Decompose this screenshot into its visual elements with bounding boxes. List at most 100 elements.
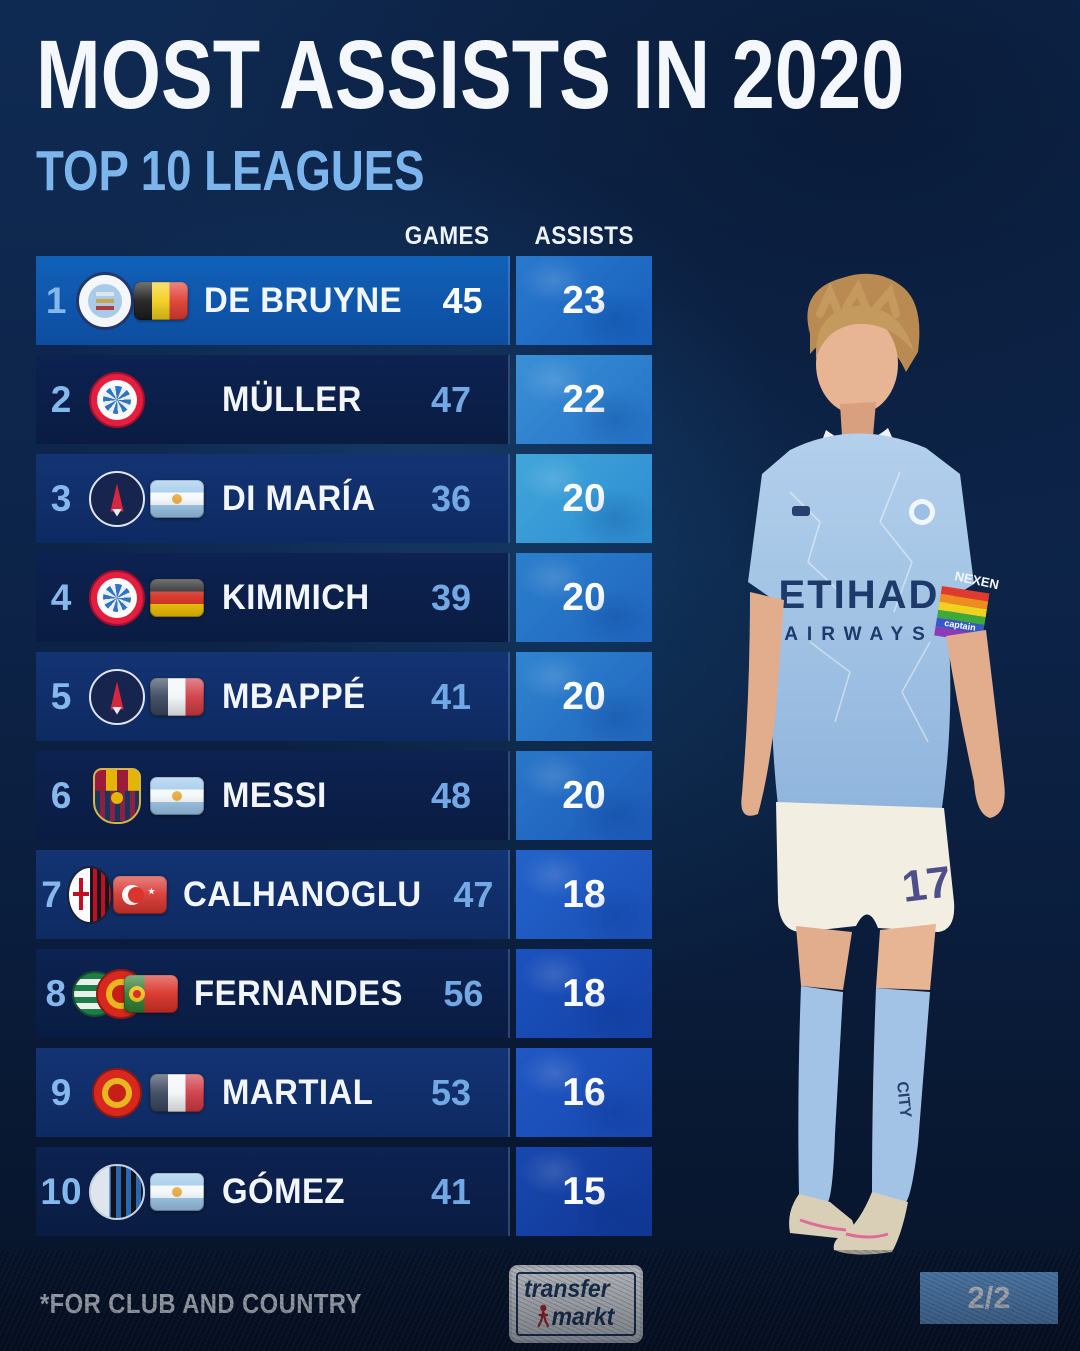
club-crest-bayern-munich-icon [86,569,148,626]
assists-value: 20 [562,476,606,520]
assists-cell: 23 [516,256,652,345]
club-crest-manchester-city-icon [76,271,135,330]
club-crest-atalanta-icon [86,1163,148,1220]
player-name: MBAPPÉ [206,677,392,717]
flag-turkey-icon [112,875,167,914]
row-main: 8 FERNANDES 56 [36,949,510,1038]
rank: 1 [45,279,67,321]
games-value: 41 [430,1170,472,1212]
transfermarkt-logo-inner: transfer markt [516,1272,636,1336]
brand-word-markt-label: markt [551,1303,615,1331]
column-header-games: GAMES [384,222,510,251]
assists-value: 18 [562,872,606,916]
assists-cell: 20 [516,652,652,741]
assists-cell: 18 [516,949,652,1038]
row-main: 6 MESSI 48 [36,751,510,840]
games-value: 45 [442,279,483,321]
club-crest-psg-icon [86,470,148,527]
brand-word-transfer: transfer [524,1274,610,1303]
assists-value: 18 [562,971,606,1015]
games-value: 41 [430,675,472,717]
assists-value: 15 [562,1169,606,1213]
table-row: 1 DE BRUYNE 45 23 [36,256,652,345]
table-row: 7 CALHANOGLU 47 18 [36,850,652,939]
club-crest-bayern-munich-icon [86,371,148,428]
player-photo-de-bruyne: ETIHAD AIRWAYS NEXEN captain 17 CITY [741,273,1005,1255]
column-header-games-label: GAMES [404,222,490,250]
jersey-sponsor-line1: ETIHAD [779,573,940,617]
shorts-number: 17 [899,857,954,912]
assists-cell: 16 [516,1048,652,1137]
club-crest-ac-milan-icon [66,865,113,924]
games-value: 39 [430,576,472,618]
player-name-label: MESSI [222,775,327,815]
row-main: 2 MÜLLER 47 [36,355,510,444]
assists-value: 20 [562,674,606,718]
player-name-label: DI MARÍA [222,478,376,518]
player-name: DE BRUYNE [188,281,415,321]
club-crest-psg-icon [86,668,148,725]
player-name-label: DE BRUYNE [204,280,403,320]
rank: 6 [50,774,72,816]
games-value: 36 [430,477,472,519]
club-crest-manchester-united-icon [86,1067,148,1118]
flag-belgium-icon [134,281,189,320]
assists-value: 20 [562,773,606,817]
rank: 10 [40,1170,82,1212]
sock-text: CITY [893,1081,914,1119]
player-name-label: CALHANOGLU [182,874,422,914]
player-name-label: MARTIAL [222,1072,374,1112]
flag-germany-icon [148,578,206,617]
page-title: MOST ASSISTS IN 2020 [36,20,905,129]
table-row: 5 MBAPPÉ 41 20 [36,652,652,741]
flag-argentina-icon [148,1172,206,1211]
rank: 8 [45,972,67,1014]
rank: 3 [50,477,72,519]
table-row: 10 GÓMEZ 41 15 [36,1147,652,1236]
player-name: CALHANOGLU [167,875,437,915]
assists-cell: 15 [516,1147,652,1236]
player-name-label: GÓMEZ [222,1171,345,1211]
table-row: 8 FERNANDES 56 18 [36,949,652,1038]
flag-argentina-icon [148,479,206,518]
player-name: FERNANDES [178,974,416,1014]
assists-value: 20 [562,575,606,619]
table-row: 2 MÜLLER 47 22 [36,355,652,444]
player-name: MESSI [206,776,392,816]
club-crest-barcelona-icon [86,767,148,824]
player-name-label: FERNANDES [194,973,404,1013]
page-subtitle: TOP 10 LEAGUES [36,139,425,203]
flag-france-icon [148,1073,206,1112]
rank: 5 [50,675,72,717]
games-value: 47 [453,873,494,915]
player-name-label: MÜLLER [222,379,362,419]
player-name: DI MARÍA [206,479,392,519]
assists-cell: 18 [516,850,652,939]
player-name-label: MBAPPÉ [222,676,366,716]
flag-argentina-icon [148,776,206,815]
table-row: 6 MESSI 48 20 [36,751,652,840]
flag-portugal-icon [124,974,179,1013]
rank: 9 [50,1071,72,1113]
games-value: 56 [443,972,484,1014]
footnote: *FOR CLUB AND COUNTRY [40,1288,362,1319]
assists-cell: 20 [516,553,652,642]
transfermarkt-logo: transfer markt [512,1268,640,1340]
player-name: MARTIAL [206,1073,392,1113]
player-name: GÓMEZ [206,1172,392,1212]
row-main: 10 GÓMEZ 41 [36,1147,510,1236]
row-main: 3 DI MARÍA 36 [36,454,510,543]
table-row: 3 DI MARÍA 36 20 [36,454,652,543]
player-name-label: KIMMICH [222,577,370,617]
armband-text: captain [944,618,977,633]
column-header-assists: ASSISTS [516,222,652,251]
page-indicator-label: 2/2 [967,1280,1011,1315]
assists-cell: 20 [516,751,652,840]
assists-value: 23 [562,278,606,322]
assists-value: 16 [562,1070,606,1114]
player-name: KIMMICH [206,578,392,618]
row-main: 1 DE BRUYNE 45 [36,256,510,345]
flag-france-icon [148,677,206,716]
assists-cell: 22 [516,355,652,444]
